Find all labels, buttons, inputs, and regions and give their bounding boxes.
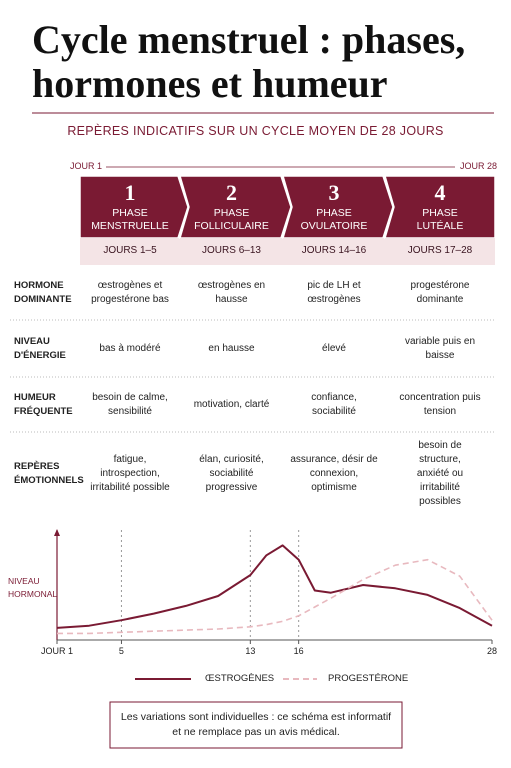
cell: progestérone dominante bbox=[410, 279, 470, 305]
phase-number: 2 bbox=[226, 180, 237, 205]
cell: assurance, désir de connexion, optimisme bbox=[290, 454, 378, 493]
cell: concentration puis tension bbox=[399, 391, 481, 417]
cell: fatigue, introspection, irritabilité pos… bbox=[90, 454, 170, 493]
y-axis-label: NIVEAU HORMONAL bbox=[8, 576, 58, 599]
cell: élevé bbox=[322, 342, 346, 354]
days-band bbox=[80, 238, 180, 265]
days-band bbox=[283, 238, 385, 265]
phase-number: 4 bbox=[434, 180, 446, 205]
phase-days: JOURS 17–28 bbox=[407, 245, 473, 256]
timeline-end: JOUR 28 bbox=[460, 161, 498, 171]
cell: œstrogènes et progestérone bas bbox=[91, 279, 169, 305]
subtitle: REPÈRES INDICATIFS SUR UN CYCLE MOYEN DE… bbox=[67, 124, 444, 138]
cell: confiance, sociabilité bbox=[311, 391, 357, 417]
timeline-start: JOUR 1 bbox=[70, 161, 103, 171]
cell: œstrogènes en hausse bbox=[197, 279, 266, 305]
phase-days: JOURS 14–16 bbox=[301, 245, 367, 256]
row-label: HORMONE DOMINANTE bbox=[14, 279, 72, 305]
x-tick-label: JOUR 1 bbox=[40, 646, 73, 656]
cell: bas à modéré bbox=[99, 342, 161, 354]
cell: besoin de structure, anxiété ou irritabi… bbox=[416, 440, 464, 507]
row-label: REPÈRES ÉMOTIONNELS bbox=[14, 461, 84, 486]
cell: pic de LH et œstrogènes bbox=[307, 279, 361, 305]
cell: motivation, clarté bbox=[193, 398, 270, 410]
note: Les variations sont individuelles : ce s… bbox=[120, 711, 392, 738]
days-band bbox=[180, 238, 283, 265]
cell: en hausse bbox=[208, 342, 255, 354]
series-line bbox=[56, 544, 493, 629]
phase-name: PHASE FOLLICULAIRE bbox=[194, 207, 269, 232]
row-label: HUMEUR FRÉQUENTE bbox=[14, 391, 73, 417]
phase-name: PHASE MENSTRUELLE bbox=[91, 207, 169, 232]
phase-days: JOURS 6–13 bbox=[202, 245, 261, 256]
phase-name: PHASE LUTÉALE bbox=[416, 207, 464, 232]
phase-days: JOURS 1–5 bbox=[103, 245, 157, 256]
cell: élan, curiosité, sociabilité progressive bbox=[199, 454, 264, 493]
phase-number: 3 bbox=[328, 180, 340, 205]
x-tick-label: 5 bbox=[118, 646, 124, 656]
phase-number: 1 bbox=[124, 180, 136, 205]
series-line bbox=[57, 558, 493, 635]
cell: variable puis en baisse bbox=[404, 335, 476, 361]
title: Cycle menstruel : phases, hormones et hu… bbox=[32, 17, 466, 106]
phase-chevron bbox=[79, 175, 189, 239]
x-tick-label: 16 bbox=[293, 646, 304, 656]
days-band bbox=[385, 238, 495, 265]
phase-name: PHASE OVULATOIRE bbox=[300, 207, 368, 232]
y-arrow bbox=[54, 529, 60, 536]
legend-label: ŒSTROGÈNES bbox=[205, 673, 275, 684]
note-box bbox=[109, 701, 403, 749]
x-tick-label: 13 bbox=[245, 646, 256, 656]
legend-label: PROGESTÉRONE bbox=[328, 673, 409, 684]
row-label: NIVEAU D'ÉNERGIE bbox=[14, 335, 66, 361]
x-tick-label: 28 bbox=[486, 646, 497, 656]
cell: besoin de calme, sensibilité bbox=[92, 391, 168, 417]
